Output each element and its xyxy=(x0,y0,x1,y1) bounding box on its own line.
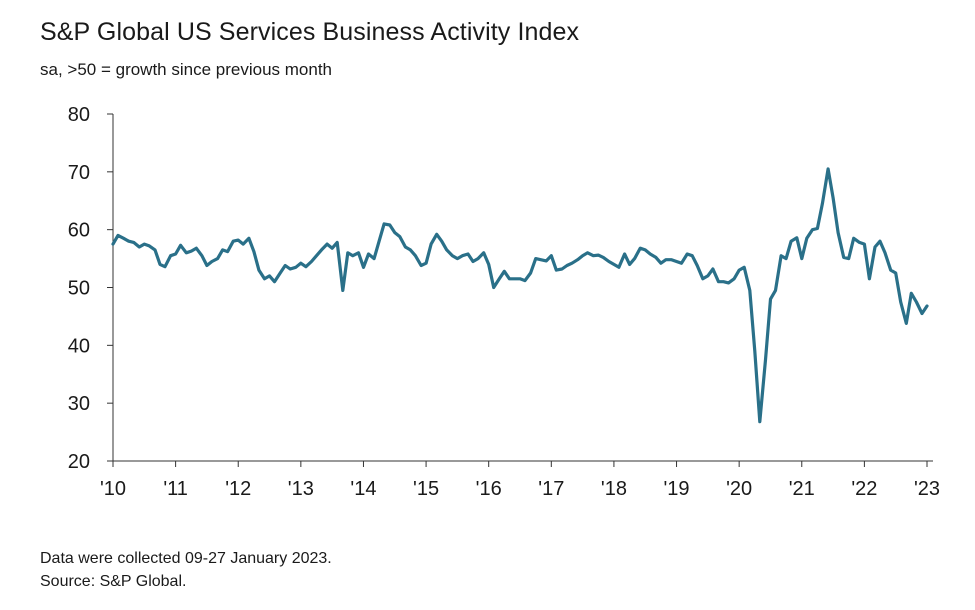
x-tick-label: '22 xyxy=(851,478,877,500)
y-tick-label: 30 xyxy=(68,393,90,415)
x-tick-label: '10 xyxy=(100,478,126,500)
y-tick-label: 50 xyxy=(68,278,90,300)
x-tick-label: '20 xyxy=(726,478,752,500)
x-tick-label: '18 xyxy=(601,478,627,500)
x-tick-label: '16 xyxy=(476,478,502,500)
x-tick-label: '19 xyxy=(663,478,689,500)
y-tick-label: 70 xyxy=(68,162,90,184)
x-tick-label: '13 xyxy=(288,478,314,500)
x-tick-label: '17 xyxy=(538,478,564,500)
y-ticks: 80 70 60 50 40 30 20 xyxy=(68,104,113,473)
x-tick-label: '14 xyxy=(350,478,376,500)
footnote: Data were collected 09-27 January 2023. … xyxy=(40,547,332,593)
footnote-source: Source: S&P Global. xyxy=(40,573,187,590)
x-tick-label: '23 xyxy=(914,478,940,500)
series-group xyxy=(111,167,929,424)
footnote-collection-date: Data were collected 09-27 January 2023. xyxy=(40,550,332,567)
y-tick-label: 60 xyxy=(68,220,90,242)
x-tick-label: '15 xyxy=(413,478,439,500)
y-tick-label: 80 xyxy=(68,104,90,126)
chart-subtitle: sa, >50 = growth since previous month xyxy=(40,60,332,79)
y-tick-label: 20 xyxy=(68,451,90,473)
x-tick-label: '12 xyxy=(225,478,251,500)
x-tick-label: '11 xyxy=(163,478,188,500)
chart-title: S&P Global US Services Business Activity… xyxy=(40,18,580,46)
y-tick-label: 40 xyxy=(68,335,90,357)
x-ticks: '10 '11 '12 '13 '14 '15 '16 '17 '18 '19 '20 '21 '22 '… xyxy=(100,461,940,500)
x-tick-label: '21 xyxy=(789,478,815,500)
series-line xyxy=(111,167,929,424)
chart-axes xyxy=(112,114,933,462)
